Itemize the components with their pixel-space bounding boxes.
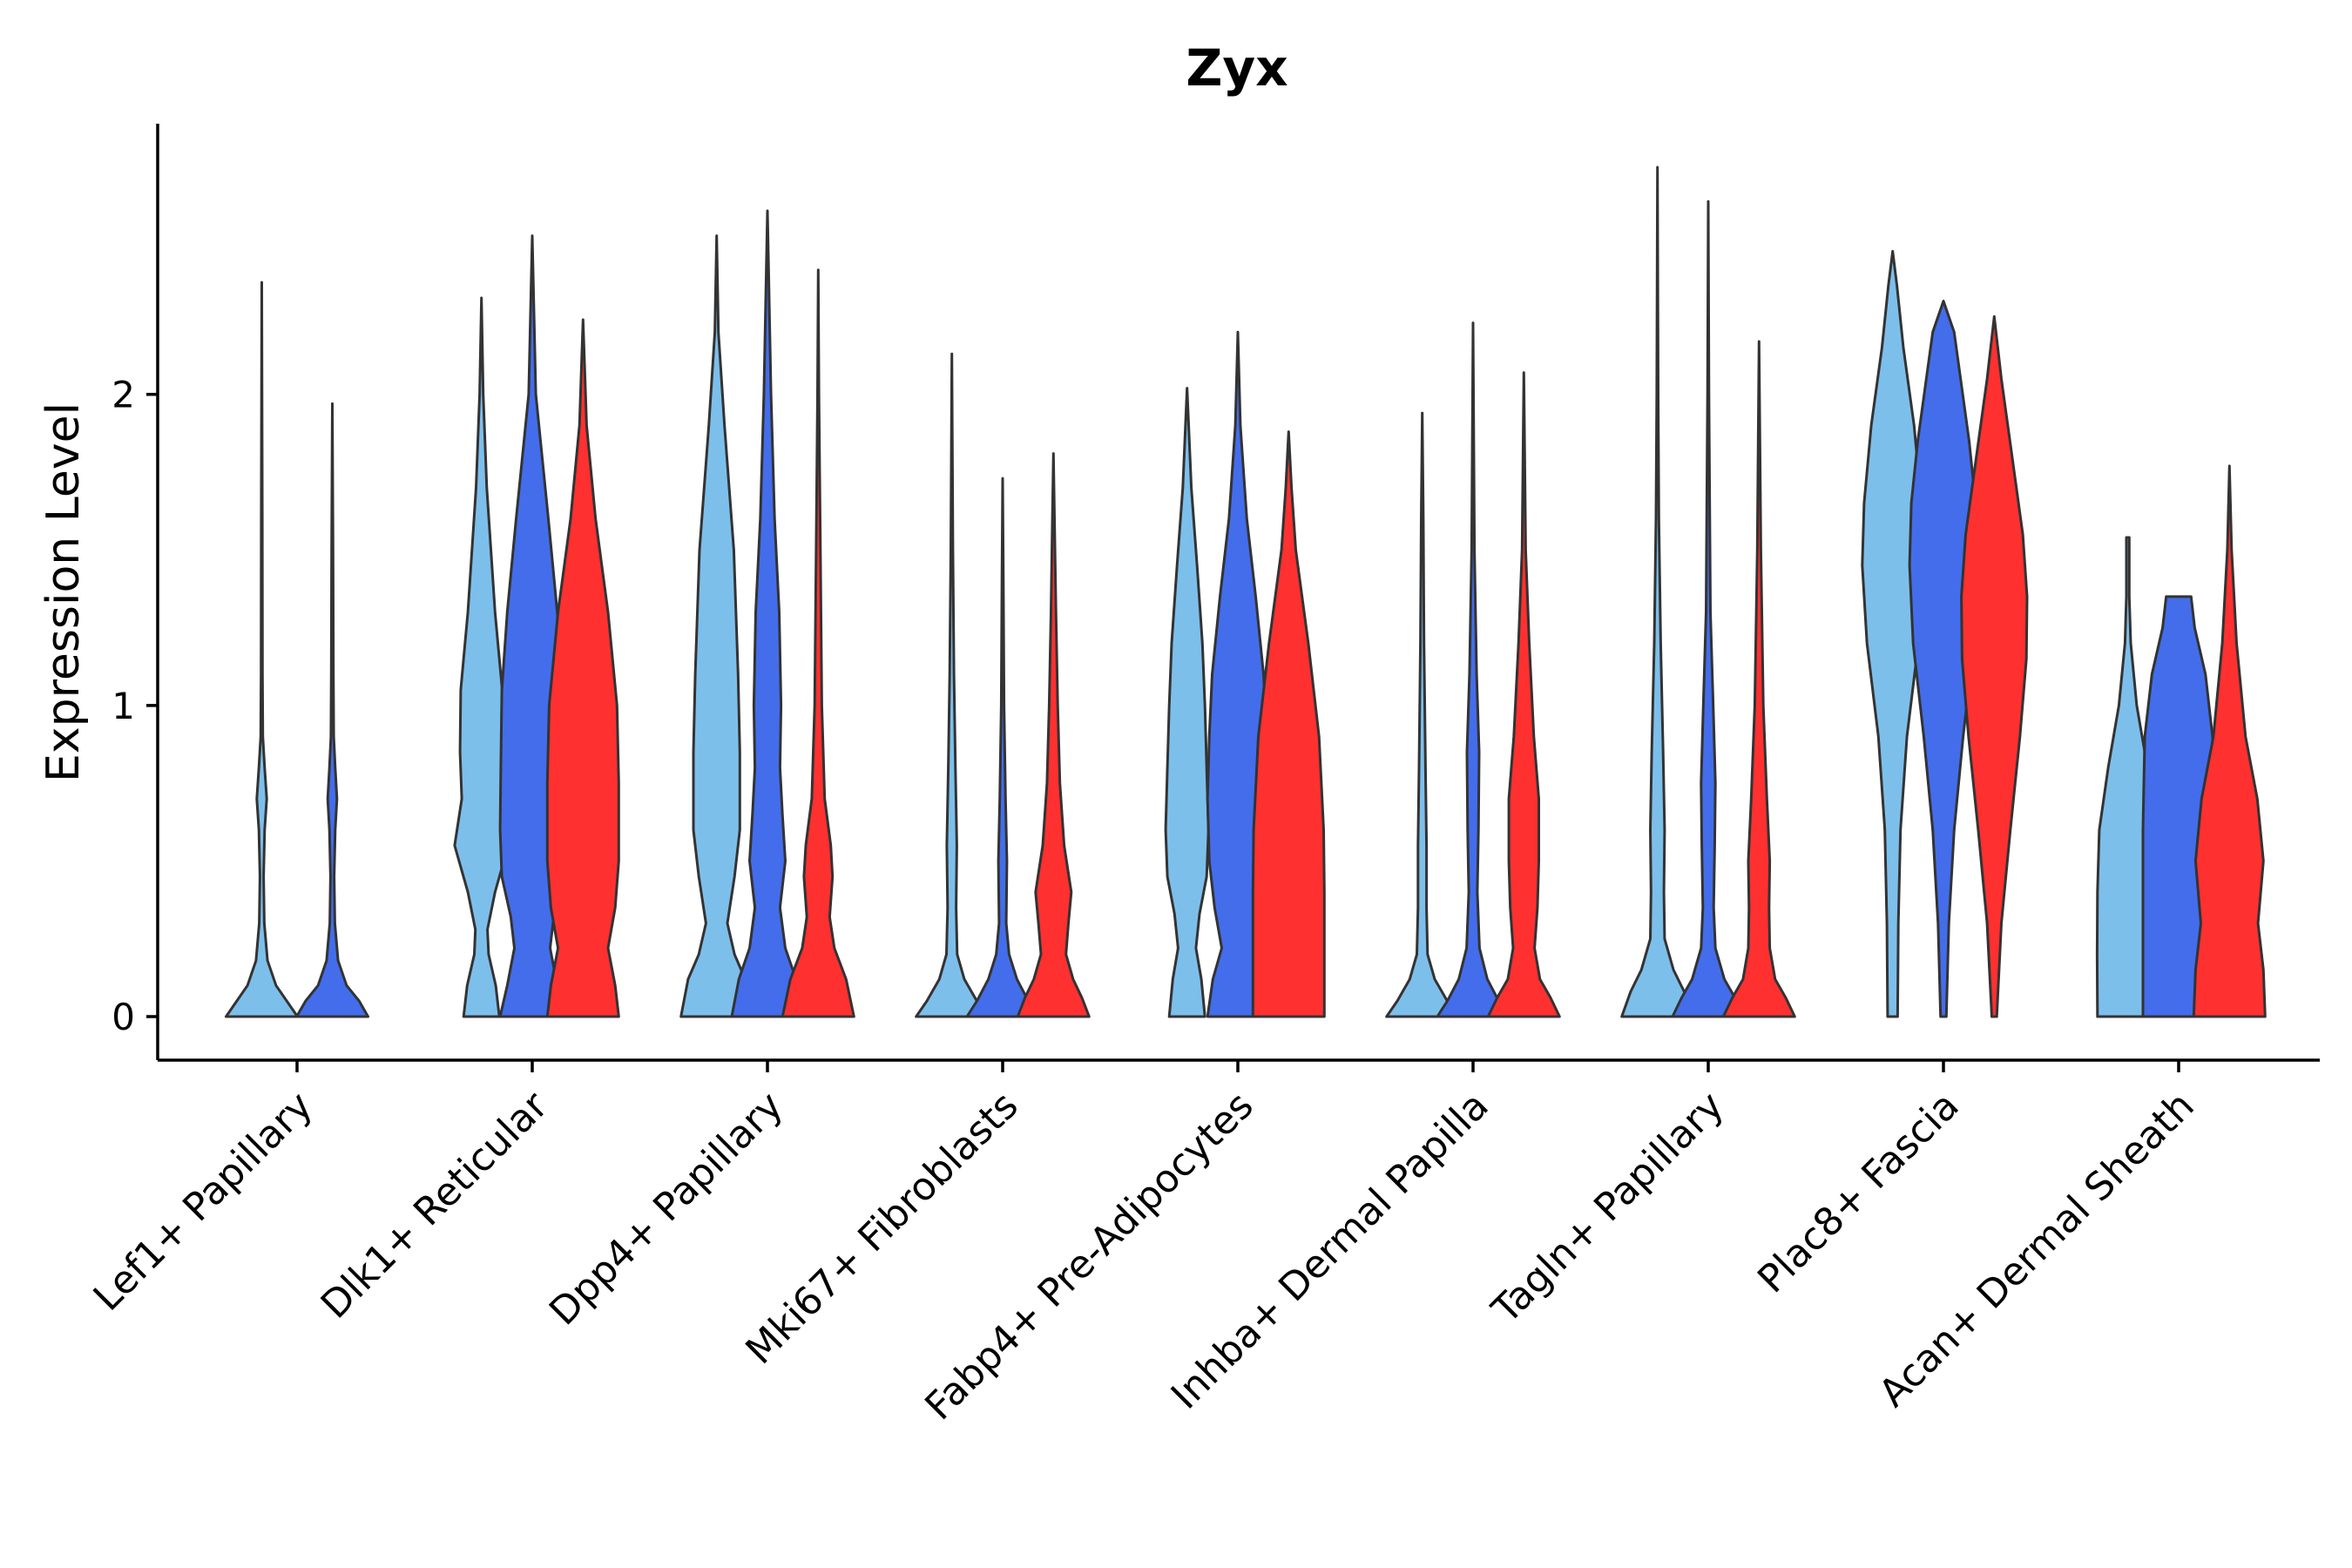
violin-group1	[453, 296, 510, 1018]
x-tick-label: Dlk1+ Reticular	[313, 1083, 558, 1328]
violin-group3	[545, 318, 620, 1018]
y-tick-label: 1	[112, 685, 135, 727]
violin-group3	[1251, 430, 1326, 1018]
violins-group	[225, 166, 2267, 1018]
violin-group3	[781, 268, 855, 1018]
violin-group2	[1671, 199, 1746, 1018]
y-axis-label: Expression Level	[37, 402, 90, 782]
x-tick-label: Tagln+ Papillary	[1484, 1084, 1733, 1333]
x-tick-label: Dpp4+ Papillary	[541, 1084, 792, 1335]
y-tick-label: 2	[112, 374, 135, 416]
y-tick-label: 0	[112, 996, 135, 1038]
violin-group3	[1486, 371, 1561, 1018]
violin-group1	[1385, 411, 1460, 1018]
chart-title: Zyx	[1186, 38, 1288, 98]
violin-group3	[1721, 340, 1796, 1018]
violin-group2	[295, 402, 369, 1018]
violin-group2	[965, 476, 1040, 1018]
y-ticks: 0 1 2	[112, 374, 158, 1038]
violin-group1	[679, 234, 754, 1018]
violin-group3	[1016, 452, 1091, 1018]
violin-group3	[2192, 464, 2267, 1018]
x-tick-label: Plac8+ Fascia	[1749, 1084, 1968, 1302]
violin-group1	[1620, 166, 1695, 1018]
violin-group1	[915, 352, 990, 1018]
violin-group1	[1164, 387, 1210, 1018]
x-tick-label: Lef1+ Papillary	[85, 1084, 321, 1320]
violin-group1	[1861, 249, 1924, 1018]
violin-group2	[730, 209, 805, 1018]
violin-group1	[225, 280, 299, 1018]
violin-group3	[1960, 314, 2029, 1018]
violin-group2	[1436, 321, 1511, 1018]
